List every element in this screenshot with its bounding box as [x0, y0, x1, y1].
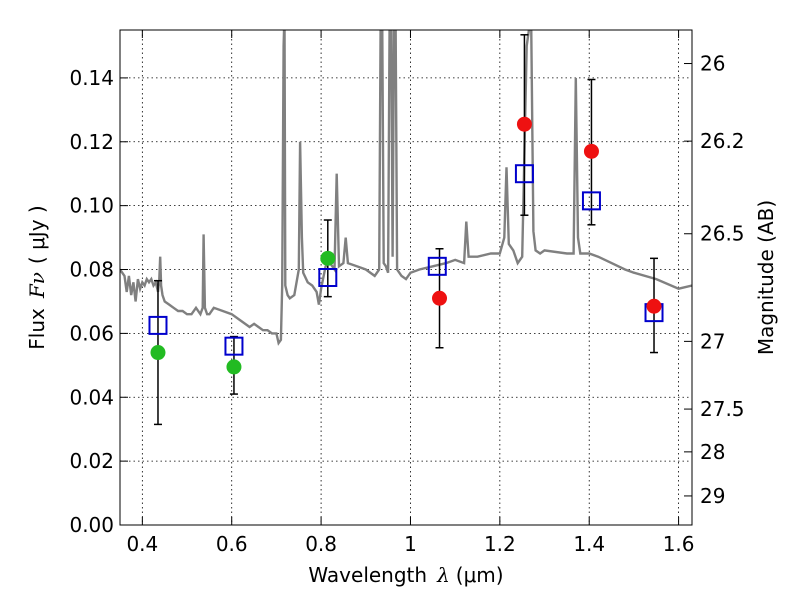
y-tick-label: 0.02: [69, 449, 114, 473]
x-tick-label: 1.4: [573, 532, 605, 556]
model-point-square: [148, 315, 168, 335]
y-tick-label-right: 27.5: [700, 397, 745, 421]
model-point-square: [514, 164, 534, 184]
y-axis-label-right: Magnitude (AB): [754, 200, 778, 355]
grid-lines: [120, 30, 692, 526]
tick-labels: 0.4 0.6 0.8 1 1.2 1.4 1.6 0.00 0.02 0.04 0.06 0.08 0…: [69, 52, 744, 556]
y-tick-label: 0.00: [69, 513, 114, 537]
plot-frame: [119, 29, 693, 526]
y-tick-label-right: 26.5: [700, 222, 745, 246]
model-point-square: [318, 268, 338, 287]
y-tick-label: 0.10: [69, 194, 114, 218]
data-point-green: [150, 345, 166, 361]
data-point-green: [226, 359, 242, 375]
x-tick-label: 0.6: [216, 532, 248, 556]
data-point-red: [516, 116, 532, 132]
data-point-green: [320, 250, 336, 266]
model-point-square: [224, 336, 244, 356]
model-point-square: [427, 256, 447, 276]
axis-ticks: [120, 30, 692, 526]
x-axis-label: Wavelength λ (μm): [308, 563, 503, 587]
model-spectrum-line: [120, 30, 692, 346]
y-tick-label-right: 29: [700, 484, 725, 508]
data-point-red: [646, 298, 662, 314]
y-axis-label: FluxFν( μJy ): [25, 205, 49, 349]
y-tick-label-right: 26: [700, 52, 725, 76]
x-tick-label: 1: [404, 532, 417, 556]
y-tick-label: 0.06: [69, 321, 114, 345]
y-tick-label: 0.04: [69, 385, 114, 409]
y-tick-label: 0.12: [69, 130, 114, 154]
x-tick-label: 0.8: [305, 532, 337, 556]
y-tick-label-right: 28: [700, 440, 725, 464]
x-tick-label: 1.6: [663, 532, 695, 556]
data-markers: [148, 116, 664, 375]
data-point-red: [583, 143, 599, 159]
y-tick-label-right: 26.2: [700, 129, 745, 153]
y-tick-label-right: 27: [700, 329, 725, 353]
y-tick-label: 0.08: [69, 258, 114, 282]
x-tick-label: 0.4: [126, 532, 158, 556]
data-point-red: [432, 290, 448, 306]
y-tick-label: 0.14: [69, 66, 114, 90]
x-tick-label: 1.2: [484, 532, 516, 556]
model-point-square: [581, 191, 601, 211]
